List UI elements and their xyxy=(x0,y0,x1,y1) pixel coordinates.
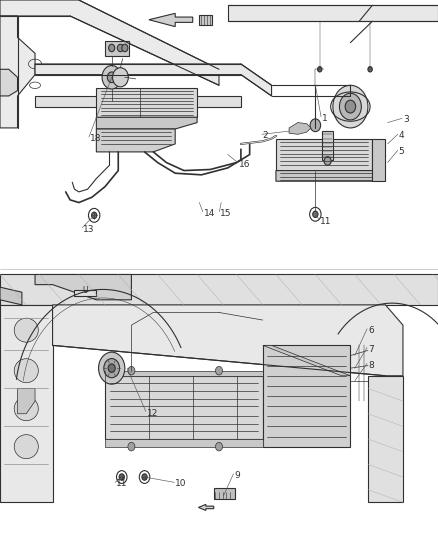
Text: 18: 18 xyxy=(90,134,101,143)
Polygon shape xyxy=(0,16,35,128)
Text: 1: 1 xyxy=(322,114,328,123)
Circle shape xyxy=(102,66,121,89)
Circle shape xyxy=(215,367,223,375)
Circle shape xyxy=(117,44,124,52)
Polygon shape xyxy=(276,171,381,181)
Polygon shape xyxy=(35,96,241,107)
Circle shape xyxy=(108,364,115,373)
Circle shape xyxy=(99,352,125,384)
Polygon shape xyxy=(35,64,272,96)
Text: 15: 15 xyxy=(220,209,232,217)
Polygon shape xyxy=(105,439,263,447)
Text: 3: 3 xyxy=(403,116,409,124)
Polygon shape xyxy=(96,88,197,117)
Ellipse shape xyxy=(14,435,38,458)
Circle shape xyxy=(345,100,356,113)
Text: 13: 13 xyxy=(83,225,95,233)
Circle shape xyxy=(92,212,97,219)
Circle shape xyxy=(333,85,368,128)
Circle shape xyxy=(318,67,322,72)
Circle shape xyxy=(119,474,124,480)
Ellipse shape xyxy=(14,397,38,421)
Circle shape xyxy=(310,119,321,132)
Circle shape xyxy=(122,44,128,52)
Polygon shape xyxy=(0,0,219,85)
Text: 9: 9 xyxy=(234,471,240,480)
Polygon shape xyxy=(372,139,385,181)
Text: 10: 10 xyxy=(175,480,187,488)
Polygon shape xyxy=(35,274,131,300)
Text: 7: 7 xyxy=(368,345,374,353)
Text: 6: 6 xyxy=(368,326,374,335)
Circle shape xyxy=(339,93,361,120)
Polygon shape xyxy=(105,376,263,439)
Circle shape xyxy=(215,442,223,451)
Circle shape xyxy=(104,359,120,378)
Polygon shape xyxy=(105,371,263,376)
Circle shape xyxy=(313,211,318,217)
Polygon shape xyxy=(96,129,175,152)
Text: 11: 11 xyxy=(116,480,127,488)
Polygon shape xyxy=(263,345,350,376)
Text: 2: 2 xyxy=(263,132,268,140)
Polygon shape xyxy=(18,389,35,414)
Text: 11: 11 xyxy=(320,217,331,225)
Polygon shape xyxy=(53,305,403,376)
Polygon shape xyxy=(368,376,403,502)
Ellipse shape xyxy=(14,318,38,342)
Polygon shape xyxy=(228,5,438,21)
Polygon shape xyxy=(263,345,350,447)
Ellipse shape xyxy=(14,359,38,383)
Bar xyxy=(199,15,212,25)
Circle shape xyxy=(142,474,147,480)
Polygon shape xyxy=(289,123,311,134)
Text: 5: 5 xyxy=(399,148,404,156)
Circle shape xyxy=(128,442,135,451)
Text: 16: 16 xyxy=(239,160,250,168)
Bar xyxy=(105,41,129,56)
Bar xyxy=(74,290,96,296)
Circle shape xyxy=(113,68,128,87)
Circle shape xyxy=(107,72,116,83)
Polygon shape xyxy=(149,13,193,27)
Text: U: U xyxy=(83,286,88,295)
Text: 8: 8 xyxy=(368,361,374,369)
Polygon shape xyxy=(0,274,438,305)
Polygon shape xyxy=(96,117,197,129)
Text: 4: 4 xyxy=(399,132,404,140)
Polygon shape xyxy=(0,69,18,96)
Bar xyxy=(214,488,235,499)
Circle shape xyxy=(128,367,135,375)
Circle shape xyxy=(324,157,331,165)
Polygon shape xyxy=(0,287,22,305)
Circle shape xyxy=(368,67,372,72)
Polygon shape xyxy=(276,139,372,171)
Polygon shape xyxy=(0,305,53,502)
Text: 12: 12 xyxy=(147,409,158,417)
Polygon shape xyxy=(198,504,214,511)
Polygon shape xyxy=(322,131,333,160)
Circle shape xyxy=(109,44,115,52)
Text: 14: 14 xyxy=(204,209,215,217)
